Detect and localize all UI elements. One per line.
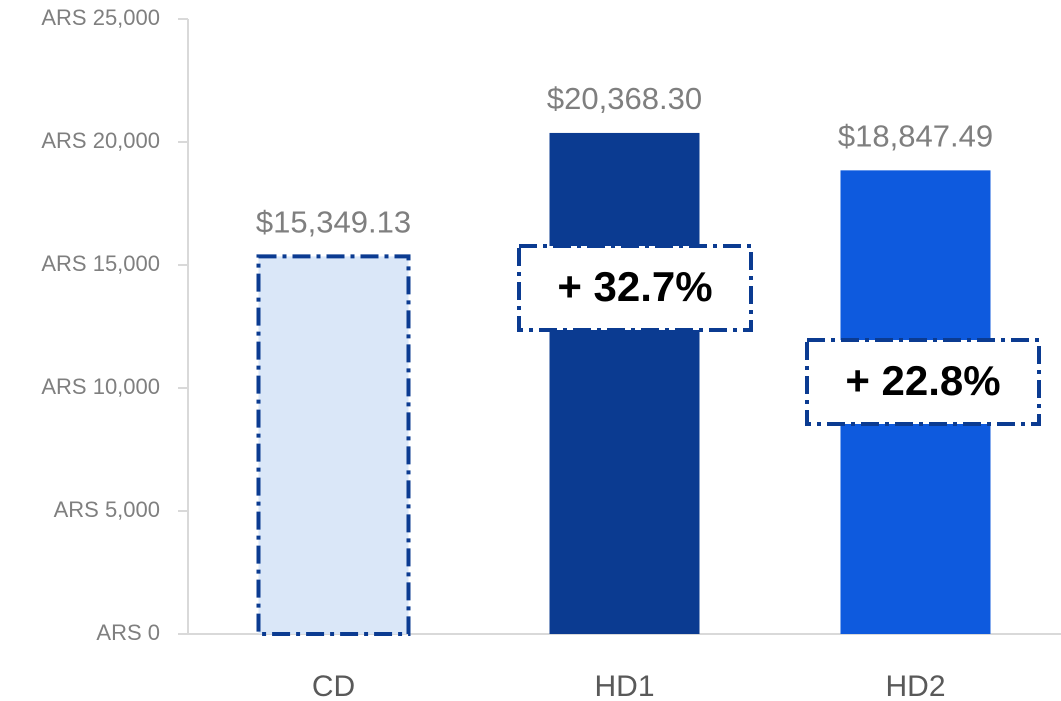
y-tick-label: ARS 25,000 — [41, 5, 160, 30]
value-label: $15,349.13 — [256, 205, 411, 240]
y-tick-label: ARS 0 — [96, 620, 160, 645]
x-tick-label: HD1 — [594, 670, 654, 701]
bar — [256, 254, 411, 636]
y-tick-label: ARS 15,000 — [41, 251, 160, 276]
annotation-box — [517, 244, 753, 332]
value-label: $18,847.49 — [838, 119, 993, 154]
y-tick-label: ARS 10,000 — [41, 374, 160, 399]
annotation: + 32.7% — [557, 263, 712, 310]
value-label: $20,368.30 — [547, 81, 702, 116]
x-tick-label: CD — [312, 670, 355, 701]
y-tick-label: ARS 5,000 — [54, 497, 160, 522]
y-tick-label: ARS 20,000 — [41, 128, 160, 153]
annotation-box — [805, 338, 1041, 426]
annotation: + 22.8% — [845, 357, 1000, 404]
bar — [549, 132, 700, 634]
x-tick-label: HD2 — [885, 670, 945, 701]
